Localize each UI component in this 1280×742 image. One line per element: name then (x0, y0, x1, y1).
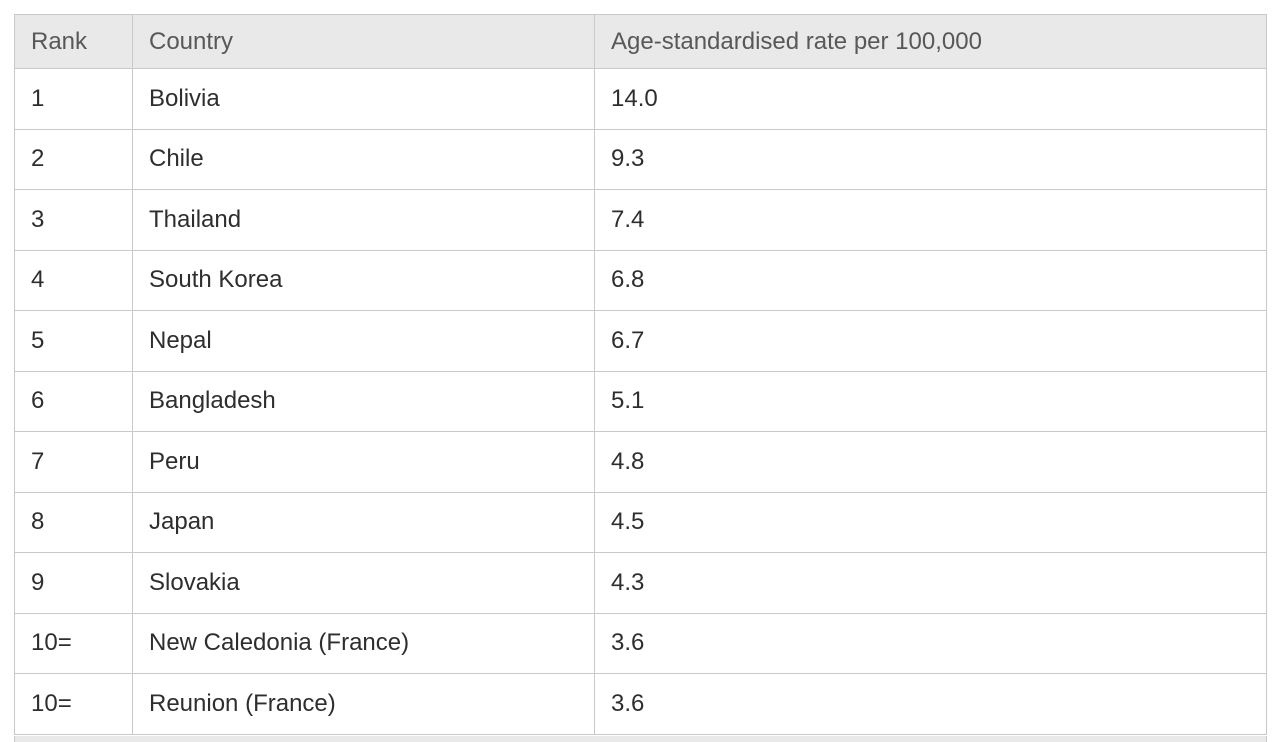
cell-rate: 7.4 (594, 189, 1267, 251)
table-row: 8 Japan 4.5 (14, 491, 1267, 553)
cell-rank: 7 (14, 431, 133, 493)
cell-rate: 6.7 (594, 310, 1267, 372)
cell-rank: 2 (14, 128, 133, 190)
cell-rate: 4.3 (594, 552, 1267, 614)
cell-country: New Caledonia (France) (132, 612, 595, 674)
cell-rank: 3 (14, 189, 133, 251)
cell-rate: 6.8 (594, 249, 1267, 311)
table-header: Rank Country Age-standardised rate per 1… (14, 14, 1267, 69)
cell-rank: 9 (14, 552, 133, 614)
cell-rate: 4.5 (594, 491, 1267, 553)
cell-country: Reunion (France) (132, 673, 595, 735)
table-body: 1 Bolivia 14.0 2 Chile 9.3 3 Thailand 7.4 4 South … (14, 68, 1267, 735)
cell-country: Japan (132, 491, 595, 553)
header-rank: Rank (14, 14, 133, 69)
cell-rank: 1 (14, 68, 133, 130)
cell-rank: 8 (14, 491, 133, 553)
rank-table: Rank Country Age-standardised rate per 1… (14, 14, 1267, 735)
table-row: 6 Bangladesh 5.1 (14, 370, 1267, 432)
table-row: 10= New Caledonia (France) 3.6 (14, 612, 1267, 674)
cell-country: Bangladesh (132, 370, 595, 432)
table-row: 9 Slovakia 4.3 (14, 552, 1267, 614)
cell-rank: 6 (14, 370, 133, 432)
cell-country: Nepal (132, 310, 595, 372)
cell-rate: 9.3 (594, 128, 1267, 190)
cell-rate: 3.6 (594, 612, 1267, 674)
next-row-partial (14, 735, 1267, 742)
cell-rank: 5 (14, 310, 133, 372)
table-row: 3 Thailand 7.4 (14, 189, 1267, 251)
cell-rate: 4.8 (594, 431, 1267, 493)
cell-country: Chile (132, 128, 595, 190)
cell-country: South Korea (132, 249, 595, 311)
table-row: 7 Peru 4.8 (14, 431, 1267, 493)
header-rate: Age-standardised rate per 100,000 (594, 14, 1267, 69)
cell-country: Thailand (132, 189, 595, 251)
cell-rate: 14.0 (594, 68, 1267, 130)
header-row: Rank Country Age-standardised rate per 1… (14, 14, 1267, 69)
table-row: 2 Chile 9.3 (14, 128, 1267, 190)
cell-country: Slovakia (132, 552, 595, 614)
cell-rank: 4 (14, 249, 133, 311)
cell-rate: 5.1 (594, 370, 1267, 432)
table-row: 4 South Korea 6.8 (14, 249, 1267, 311)
cell-country: Peru (132, 431, 595, 493)
table-row: 5 Nepal 6.7 (14, 310, 1267, 372)
cell-country: Bolivia (132, 68, 595, 130)
cell-rank: 10= (14, 612, 133, 674)
header-country: Country (132, 14, 595, 69)
cell-rate: 3.6 (594, 673, 1267, 735)
table-row: 1 Bolivia 14.0 (14, 68, 1267, 130)
table-row: 10= Reunion (France) 3.6 (14, 673, 1267, 735)
cell-rank: 10= (14, 673, 133, 735)
